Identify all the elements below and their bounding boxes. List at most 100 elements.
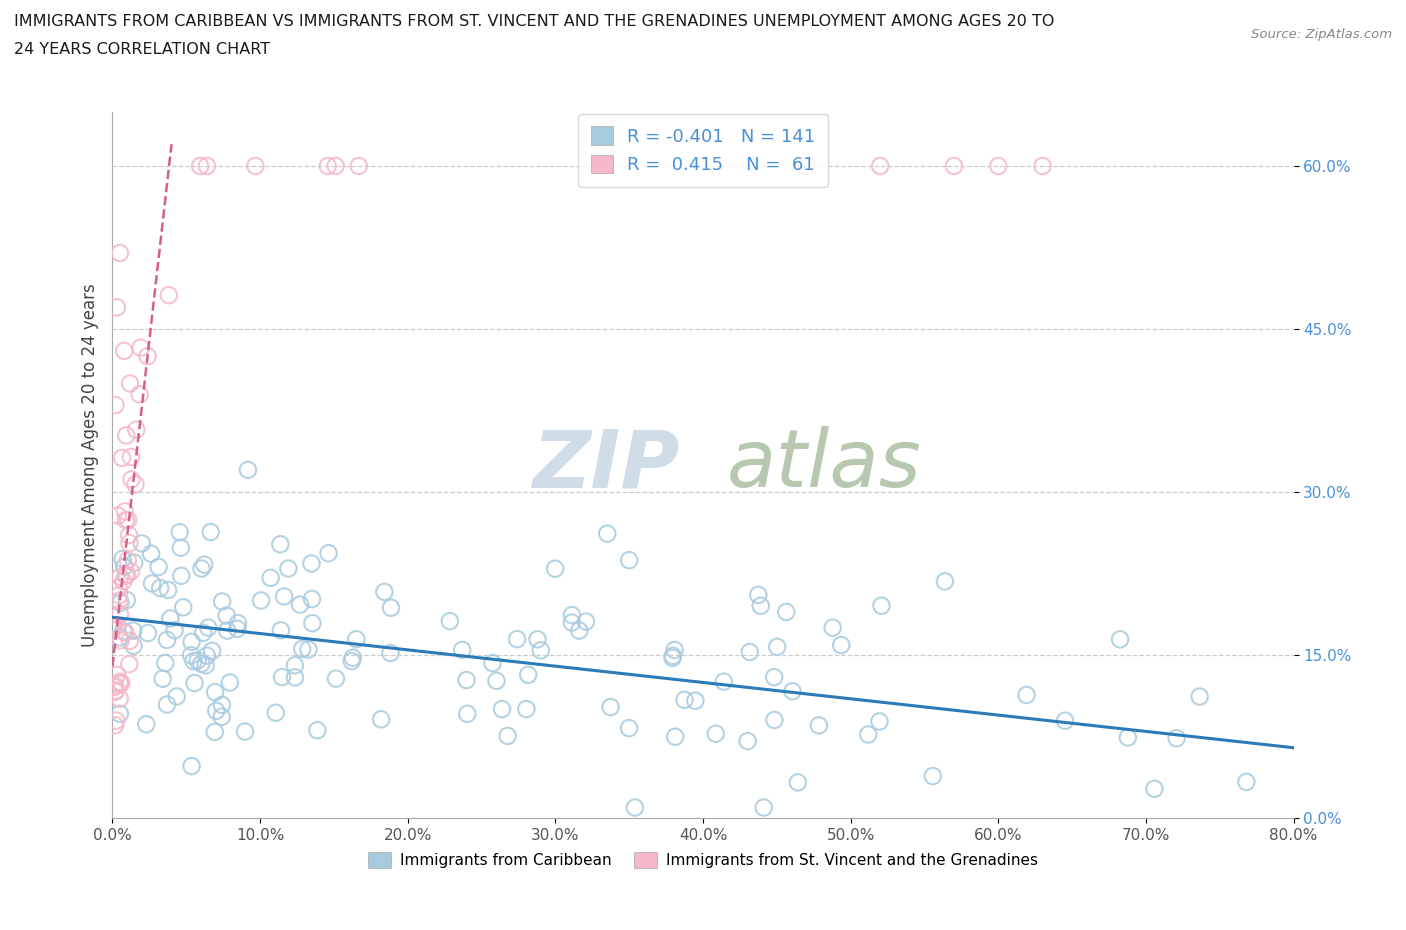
Legend: Immigrants from Caribbean, Immigrants from St. Vincent and the Grenadines: Immigrants from Caribbean, Immigrants fr…: [361, 846, 1045, 874]
Point: [485, 673, 508, 688]
Point: [599, 699, 621, 714]
Point: [108, 569, 131, 584]
Point: [197, 620, 219, 635]
Point: [342, 650, 364, 665]
Point: [105, 668, 128, 683]
Point: [344, 631, 367, 646]
Point: [1109, 631, 1132, 646]
Point: [236, 462, 259, 477]
Point: [104, 684, 127, 699]
Point: [301, 616, 323, 631]
Point: [114, 512, 136, 527]
Point: [301, 591, 323, 606]
Point: [830, 638, 852, 653]
Point: [763, 712, 786, 727]
Y-axis label: Unemployment Among Ages 20 to 24 years: Unemployment Among Ages 20 to 24 years: [80, 283, 98, 647]
Point: [617, 721, 640, 736]
Point: [149, 580, 172, 595]
Point: [821, 620, 844, 635]
Point: [561, 615, 583, 630]
Point: [101, 618, 124, 633]
Point: [506, 631, 529, 646]
Point: [491, 701, 513, 716]
Point: [526, 631, 548, 646]
Point: [104, 679, 127, 694]
Point: [250, 593, 273, 608]
Point: [187, 653, 209, 668]
Point: [108, 593, 131, 608]
Point: [624, 800, 647, 815]
Point: [277, 561, 299, 576]
Point: [987, 158, 1010, 173]
Point: [264, 705, 287, 720]
Point: [782, 684, 804, 698]
Point: [517, 668, 540, 683]
Point: [217, 623, 239, 638]
Point: [858, 727, 880, 742]
Point: [299, 556, 322, 571]
Point: [169, 525, 191, 539]
Point: [122, 623, 145, 638]
Point: [118, 633, 141, 648]
Point: [159, 611, 181, 626]
Point: [101, 623, 124, 638]
Point: [204, 724, 226, 739]
Point: [114, 625, 136, 640]
Point: [270, 623, 292, 638]
Text: IMMIGRANTS FROM CARIBBEAN VS IMMIGRANTS FROM ST. VINCENT AND THE GRENADINES UNEM: IMMIGRANTS FROM CARIBBEAN VS IMMIGRANTS …: [14, 14, 1054, 29]
Point: [118, 657, 141, 671]
Point: [136, 349, 159, 364]
Point: [108, 580, 131, 595]
Point: [200, 525, 222, 539]
Point: [180, 647, 202, 662]
Point: [112, 559, 135, 574]
Point: [122, 638, 145, 653]
Point: [325, 671, 347, 686]
Point: [120, 376, 142, 391]
Point: [259, 570, 281, 585]
Point: [108, 707, 131, 722]
Point: [347, 158, 370, 173]
Point: [481, 656, 503, 671]
Point: [530, 643, 553, 658]
Point: [775, 604, 797, 619]
Point: [1116, 730, 1139, 745]
Point: [120, 472, 142, 486]
Point: [245, 158, 267, 173]
Point: [103, 680, 125, 695]
Point: [111, 450, 134, 465]
Point: [156, 632, 179, 647]
Point: [195, 648, 218, 663]
Point: [110, 676, 132, 691]
Point: [180, 634, 202, 649]
Point: [122, 555, 145, 570]
Point: [291, 642, 314, 657]
Point: [117, 552, 139, 567]
Point: [211, 698, 233, 712]
Point: [288, 597, 311, 612]
Point: [118, 527, 141, 542]
Point: [195, 158, 218, 173]
Point: [129, 340, 152, 355]
Point: [673, 692, 696, 707]
Point: [183, 675, 205, 690]
Point: [218, 675, 240, 690]
Point: [661, 650, 683, 665]
Point: [201, 644, 224, 658]
Point: [141, 576, 163, 591]
Text: ZIP: ZIP: [531, 426, 679, 504]
Point: [193, 625, 215, 640]
Point: [103, 618, 125, 632]
Point: [139, 546, 162, 561]
Point: [120, 449, 142, 464]
Point: [183, 654, 205, 669]
Point: [110, 633, 132, 648]
Point: [316, 158, 339, 173]
Point: [120, 565, 142, 579]
Point: [1032, 158, 1054, 173]
Point: [112, 624, 135, 639]
Point: [870, 598, 893, 613]
Point: [869, 158, 891, 173]
Point: [380, 600, 402, 615]
Point: [737, 734, 759, 749]
